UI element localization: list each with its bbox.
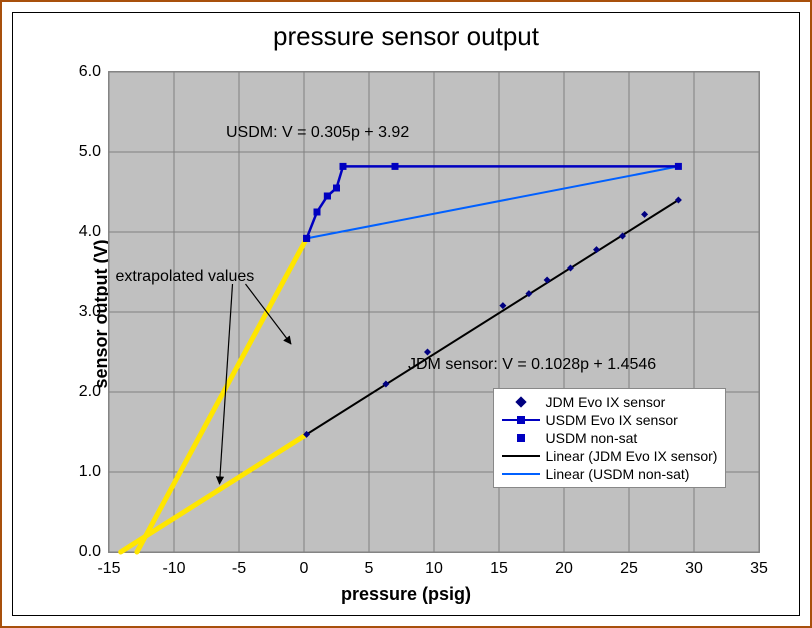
- y-tick: 4.0: [79, 223, 101, 241]
- annotation: extrapolated values: [116, 268, 255, 286]
- legend-swatch: [502, 411, 540, 429]
- legend-item: JDM Evo IX sensor: [502, 393, 718, 411]
- x-tick: 0: [300, 560, 309, 578]
- legend-label: Linear (USDM non-sat): [546, 466, 690, 482]
- y-tick: 2.0: [79, 383, 101, 401]
- x-tick: 20: [555, 560, 573, 578]
- x-tick: -15: [97, 560, 120, 578]
- legend-item: USDM non-sat: [502, 429, 718, 447]
- legend-item: Linear (USDM non-sat): [502, 465, 718, 483]
- x-tick: -10: [162, 560, 185, 578]
- y-tick: 0.0: [79, 543, 101, 561]
- y-tick: 6.0: [79, 63, 101, 81]
- x-tick: 30: [685, 560, 703, 578]
- x-tick: 35: [750, 560, 768, 578]
- legend-swatch: [502, 393, 540, 411]
- legend-swatch: [502, 465, 540, 483]
- legend-swatch: [502, 447, 540, 465]
- legend-swatch: [502, 429, 540, 447]
- x-tick: -5: [232, 560, 246, 578]
- legend-item: Linear (JDM Evo IX sensor): [502, 447, 718, 465]
- legend-item: USDM Evo IX sensor: [502, 411, 718, 429]
- legend-label: JDM Evo IX sensor: [546, 394, 666, 410]
- plot-area: 0.01.02.03.04.05.06.0-15-10-505101520253…: [108, 71, 760, 553]
- legend-label: USDM non-sat: [546, 430, 638, 446]
- annotation: JDM sensor: V = 0.1028p + 1.4546: [408, 356, 656, 374]
- x-tick: 10: [425, 560, 443, 578]
- x-tick: 15: [490, 560, 508, 578]
- x-tick: 25: [620, 560, 638, 578]
- annotation: USDM: V = 0.305p + 3.92: [226, 124, 409, 142]
- x-tick: 5: [365, 560, 374, 578]
- legend-label: Linear (JDM Evo IX sensor): [546, 448, 718, 464]
- y-tick: 3.0: [79, 303, 101, 321]
- legend-label: USDM Evo IX sensor: [546, 412, 678, 428]
- chart-title: pressure sensor output: [13, 21, 799, 52]
- outer-frame: pressure sensor output sensor output (V)…: [0, 0, 812, 628]
- legend: JDM Evo IX sensor USDM Evo IX sensor USDM …: [493, 388, 727, 488]
- y-tick: 1.0: [79, 463, 101, 481]
- chart-panel: pressure sensor output sensor output (V)…: [12, 12, 800, 616]
- y-tick: 5.0: [79, 143, 101, 161]
- x-axis-label: pressure (psig): [13, 584, 799, 605]
